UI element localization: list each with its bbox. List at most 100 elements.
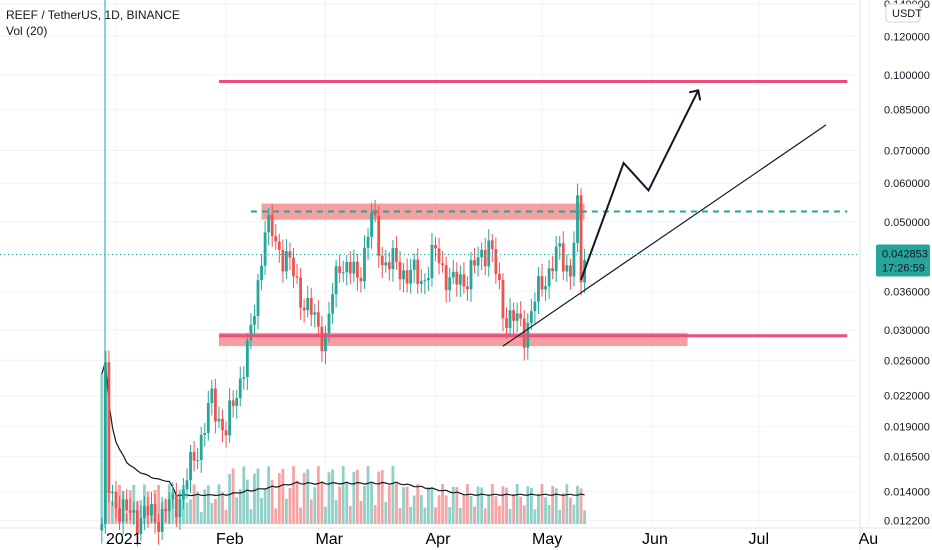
- candle-body: [196, 460, 200, 462]
- candle-body: [331, 294, 334, 314]
- volume-bar: [434, 507, 437, 524]
- price-axis[interactable]: 0.1400000.1200000.1000000.0850000.070000…: [876, 0, 930, 528]
- volume-bar: [352, 471, 356, 524]
- candle-body: [182, 489, 185, 500]
- candle-body: [569, 265, 572, 277]
- volume-bar: [444, 495, 448, 524]
- volume-bar: [210, 503, 214, 524]
- volume-bar: [356, 469, 359, 524]
- volume-bar: [199, 511, 203, 524]
- volume-bar: [253, 473, 256, 524]
- volume-bar: [292, 466, 295, 524]
- price-tick-label: 0.120000: [884, 31, 930, 43]
- candle-body: [551, 268, 555, 272]
- symbol-title: REEF / TetherUS, 1D, BINANCE: [6, 8, 180, 22]
- candle-body: [153, 504, 157, 523]
- volume-bar: [469, 495, 473, 524]
- candle-body: [469, 260, 473, 290]
- candle-body: [125, 499, 129, 511]
- candle-body: [128, 510, 132, 513]
- volume-bar: [313, 487, 317, 524]
- volume-bar: [437, 495, 441, 524]
- volume-bar: [235, 497, 239, 524]
- candle-body: [473, 260, 476, 266]
- volume-bar: [370, 482, 373, 524]
- candle-body: [529, 311, 533, 324]
- time-tick-label: Apr: [426, 531, 452, 548]
- volume-bar: [306, 469, 310, 524]
- volume-bar: [196, 491, 200, 524]
- drawings: [0, 79, 860, 347]
- volume-bar: [473, 506, 476, 524]
- candle-body: [281, 249, 285, 272]
- candle-body: [118, 508, 121, 522]
- volume-bar: [320, 481, 324, 524]
- projection-arrowhead: [688, 89, 702, 101]
- volume-bar: [526, 486, 530, 524]
- candle-body: [451, 271, 455, 278]
- volume-bar: [338, 486, 342, 524]
- volume-bar: [416, 484, 420, 524]
- volume-bars: [100, 350, 586, 524]
- candle-body: [476, 257, 480, 266]
- projection-path: [580, 89, 700, 281]
- countdown-label: 17:26:59: [882, 262, 925, 274]
- candle-body: [508, 310, 512, 329]
- volume-bar: [409, 506, 413, 524]
- candle-body: [199, 434, 203, 461]
- volume-bar: [217, 484, 221, 524]
- price-tick-label: 0.016500: [884, 452, 930, 464]
- candle-body: [174, 494, 178, 517]
- candle-body: [242, 377, 246, 379]
- volume-bar: [480, 487, 484, 524]
- volume-bar: [263, 488, 267, 524]
- volume-bar: [281, 468, 285, 524]
- candle-body: [114, 491, 118, 509]
- volume-bar: [267, 466, 271, 524]
- currency-label-box: [885, 3, 921, 23]
- candle-body: [423, 280, 427, 282]
- candle-body: [519, 313, 523, 319]
- volume-bar: [462, 494, 466, 524]
- volume-bar: [569, 497, 572, 524]
- volume-bar: [260, 497, 263, 524]
- volume-bar: [256, 468, 260, 524]
- volume-bar: [302, 472, 306, 524]
- candle-body: [224, 430, 228, 436]
- candle-body: [373, 212, 377, 216]
- price-tick-label: 0.036000: [884, 286, 930, 298]
- volume-bar: [100, 374, 104, 524]
- candle-body: [405, 270, 409, 284]
- volume-bar: [419, 495, 423, 524]
- candle-body: [295, 276, 299, 278]
- volume-bar: [515, 484, 519, 524]
- candle-body: [416, 259, 420, 284]
- volume-bar: [231, 468, 235, 524]
- candle-body: [214, 388, 217, 422]
- candle-body: [245, 340, 249, 378]
- candle-body: [249, 324, 253, 341]
- time-axis[interactable]: 2021 Feb Mar Apr May Jun Jul Au: [106, 531, 878, 548]
- volume-bar: [498, 506, 501, 524]
- candle-body: [267, 214, 271, 233]
- candle-body: [359, 277, 363, 282]
- candle-body: [288, 251, 292, 258]
- volume-bar: [270, 480, 274, 524]
- candle-body: [547, 268, 551, 287]
- candle-body: [348, 262, 352, 274]
- volume-bar: [547, 505, 551, 524]
- resistance-zone: [261, 203, 585, 220]
- volume-bar: [476, 486, 480, 524]
- candle-body: [409, 269, 413, 284]
- volume-bar: [363, 485, 366, 524]
- candle-body: [540, 276, 544, 290]
- candle-body: [537, 276, 540, 302]
- volume-bar: [107, 484, 111, 524]
- volume-bar: [189, 499, 192, 524]
- volume-bar: [221, 492, 224, 524]
- price-tick-label: 0.100000: [884, 70, 930, 82]
- time-tick-label: 2021: [106, 531, 142, 548]
- candle-body: [444, 265, 448, 291]
